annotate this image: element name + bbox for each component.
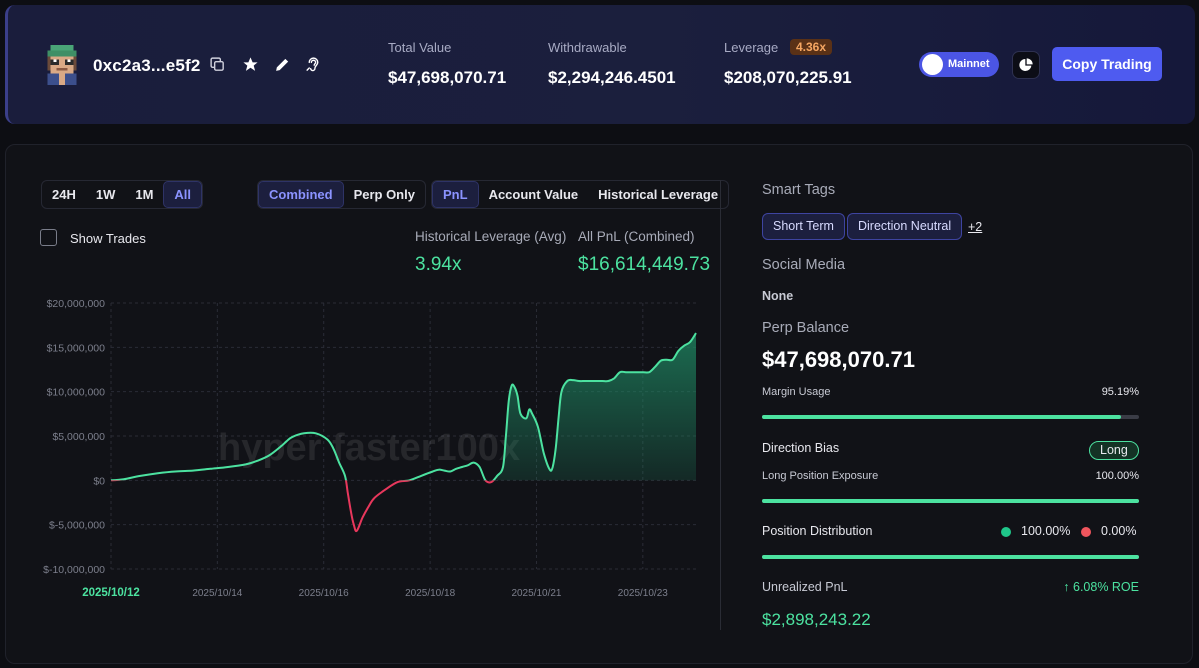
- ear-icon[interactable]: [302, 53, 324, 75]
- social-media-value: None: [762, 289, 794, 303]
- leverage-label: Leverage: [724, 40, 779, 55]
- pnl-line-positive: [110, 332, 697, 481]
- portfolio-chart-button[interactable]: [1012, 51, 1040, 79]
- total-value-label: Total Value: [388, 40, 452, 55]
- timeframe-all[interactable]: All: [163, 181, 203, 208]
- unrealized-pnl-label: Unrealized PnL: [762, 580, 848, 594]
- y-tick-label: $15,000,000: [47, 342, 106, 354]
- perp-balance-title: Perp Balance: [762, 320, 850, 336]
- margin-usage-value: 95.19%: [1101, 386, 1139, 398]
- edit-icon[interactable]: [271, 53, 293, 75]
- x-tick-label: 2025/10/16: [299, 588, 349, 599]
- y-tick-label: $10,000,000: [47, 387, 106, 399]
- all-pnl-value: $16,614,449.73: [578, 254, 711, 275]
- toggle-knob: [922, 54, 943, 75]
- copy-icon[interactable]: [206, 53, 228, 75]
- margin-usage-label: Margin Usage: [762, 386, 831, 398]
- metric-historical-leverage[interactable]: Historical Leverage: [598, 187, 719, 202]
- y-tick-label: $5,000,000: [52, 431, 105, 443]
- copy-trading-button[interactable]: Copy Trading: [1052, 47, 1162, 81]
- show-trades-label: Show Trades: [70, 231, 146, 246]
- y-tick-label: $0: [93, 475, 105, 487]
- chart-watermark: hyper faster100x: [218, 427, 520, 469]
- avg-leverage-value: 3.94x: [415, 254, 462, 275]
- mode-perp-only[interactable]: Perp Only: [353, 187, 415, 202]
- mode-combined[interactable]: Combined: [258, 181, 344, 208]
- x-tick-label: 2025/10/23: [618, 588, 668, 599]
- metric-account-value[interactable]: Account Value: [488, 187, 579, 202]
- direction-bias-label: Direction Bias: [762, 441, 840, 455]
- mainnet-label: Mainnet: [948, 58, 990, 70]
- pnl-area: [497, 333, 696, 481]
- timeframe-1m[interactable]: 1M: [135, 187, 154, 202]
- margin-usage-fill: [762, 415, 1121, 419]
- direction-bias-badge: Long: [1089, 441, 1139, 460]
- long-exposure-label: Long Position Exposure: [762, 470, 879, 482]
- withdrawable-value: $2,294,246.4501: [548, 68, 676, 87]
- unrealized-pnl-value: $2,898,243.22: [762, 610, 871, 629]
- mode-selector: Combined Perp Only: [257, 180, 426, 209]
- timeframe-selector: 24H 1W 1M All: [41, 180, 204, 209]
- tag-short-term[interactable]: Short Term: [762, 213, 845, 240]
- perp-balance-value: $47,698,070.71: [762, 347, 915, 372]
- y-tick-label: $-5,000,000: [49, 520, 105, 532]
- y-tick-label: $-10,000,000: [43, 564, 105, 576]
- long-percent: 100.00%: [1021, 524, 1071, 538]
- long-dot: [1001, 527, 1011, 537]
- pnl-chart: $20,000,000 $15,000,000 $10,000,000 $5,000,…: [43, 298, 697, 599]
- position-distribution-fill: [762, 555, 1139, 559]
- long-exposure-value: 100.00%: [1095, 470, 1139, 482]
- wallet-address: 0xc2a3...e5f2: [93, 56, 201, 75]
- avatar: [47, 45, 77, 85]
- avg-leverage-label: Historical Leverage (Avg): [415, 229, 567, 244]
- x-tick-label: 2025/10/12: [82, 587, 140, 599]
- mainnet-toggle[interactable]: Mainnet: [919, 52, 999, 77]
- total-value: $47,698,070.71: [388, 68, 507, 87]
- roe-value: ↑ 6.08% ROE: [1063, 580, 1139, 594]
- leverage-badge: 4.36x: [790, 39, 833, 55]
- x-tick-label: 2025/10/21: [511, 588, 561, 599]
- show-trades-checkbox[interactable]: [40, 229, 57, 246]
- pnl-line-negative: [111, 480, 495, 533]
- long-exposure-fill: [762, 499, 1139, 503]
- metric-pnl[interactable]: PnL: [432, 181, 479, 208]
- margin-usage-bar: [762, 415, 1139, 419]
- wallet-detail-panel: 24H 1W 1M All Combined Perp Only PnL Acc…: [5, 144, 1193, 664]
- short-percent: 0.00%: [1101, 524, 1137, 538]
- leverage-value: $208,070,225.91: [724, 68, 852, 87]
- short-dot: [1081, 527, 1091, 537]
- smart-tags-title: Smart Tags: [762, 182, 836, 198]
- timeframe-24h[interactable]: 24H: [52, 187, 76, 202]
- timeframe-1w[interactable]: 1W: [95, 187, 116, 202]
- withdrawable-label: Withdrawable: [548, 40, 627, 55]
- more-tags-link[interactable]: +2: [968, 220, 983, 234]
- long-exposure-bar: [762, 499, 1139, 503]
- position-distribution-bar: [762, 555, 1139, 559]
- pie-chart-icon: [1019, 58, 1033, 71]
- position-distribution-label: Position Distribution: [762, 524, 873, 538]
- social-media-title: Social Media: [762, 257, 846, 273]
- metric-selector: PnL Account Value Historical Leverage: [431, 180, 730, 209]
- panel-divider: [720, 180, 721, 630]
- tag-direction-neutral[interactable]: Direction Neutral: [847, 213, 963, 240]
- x-tick-label: 2025/10/18: [405, 588, 455, 599]
- wallet-header: 0xc2a3...e5f2 Total Value $47,698,070.71…: [5, 5, 1195, 124]
- all-pnl-label: All PnL (Combined): [578, 229, 695, 244]
- x-tick-label: 2025/10/14: [192, 588, 242, 599]
- y-tick-label: $20,000,000: [47, 298, 106, 310]
- star-icon[interactable]: [239, 53, 261, 75]
